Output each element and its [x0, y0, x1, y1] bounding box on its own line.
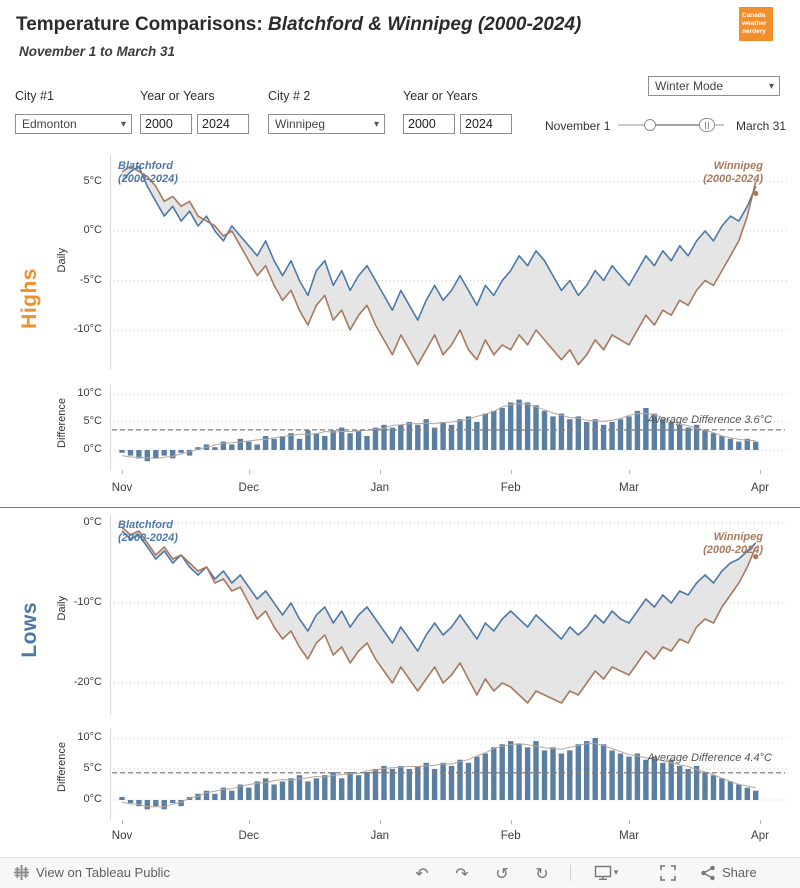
city2-select-value: Winnipeg: [275, 117, 326, 131]
y-tick-label: 0°C: [83, 516, 102, 528]
y-tick-label: 0°C: [83, 793, 102, 805]
y-tick-label: 0°C: [83, 224, 102, 236]
city1-label: City #1: [15, 89, 54, 103]
refresh-icon[interactable]: ↻: [535, 863, 549, 883]
section-label-highs: Highs: [18, 268, 41, 329]
section-label-lows: Lows: [18, 602, 41, 658]
slider-grip: [708, 122, 709, 129]
avg-difference-note-highs: Average Difference 3.6°C: [647, 414, 772, 426]
brand-badge-line: nerdery: [742, 28, 766, 35]
chevron-down-icon: ▾: [768, 80, 774, 92]
section-divider: [0, 507, 800, 508]
series-label-blatchford-lows: Blatchford (2000-2024): [118, 519, 178, 545]
series-years: (2000-2024): [703, 173, 763, 185]
month-label: Apr: [751, 830, 769, 842]
redo-icon[interactable]: ↷: [455, 863, 469, 883]
month-label: Apr: [751, 482, 769, 494]
slider-label-end: March 31: [736, 119, 787, 133]
share-icon[interactable]: [696, 861, 720, 885]
month-label: Feb: [500, 482, 521, 494]
share-button[interactable]: Share: [722, 865, 757, 880]
tableau-logo-icon: [14, 865, 29, 880]
month-label: Mar: [619, 830, 639, 842]
series-name: Winnipeg: [713, 531, 763, 543]
series-name: Blatchford: [118, 160, 173, 172]
slider-grip: [705, 122, 706, 129]
page-title-prefix: Temperature Comparisons:: [16, 14, 268, 35]
month-label: Nov: [111, 482, 133, 494]
city1-select-value: Edmonton: [22, 117, 77, 131]
chevron-down-icon: ▾: [120, 118, 126, 130]
city2-label: City # 2: [268, 89, 311, 103]
axis-label-daily-highs: Daily: [56, 248, 68, 273]
month-label: Nov: [111, 830, 133, 842]
chart-lows-difference[interactable]: [110, 728, 787, 825]
chart-highs-daily[interactable]: [110, 155, 787, 375]
undo-icon[interactable]: ↶: [415, 863, 429, 883]
toolbar-separator: [570, 865, 571, 881]
avg-difference-note-lows: Average Difference 4.4°C: [647, 752, 772, 764]
series-label-blatchford-highs: Blatchford (2000-2024): [118, 160, 178, 186]
month-label: Feb: [500, 830, 521, 842]
tableau-toolbar: View on Tableau Public ↶ ↷ ↺ ↻ ▾ Share: [0, 857, 800, 888]
y-tick-label: -5°C: [79, 273, 102, 286]
view-on-tableau-link[interactable]: View on Tableau Public: [36, 865, 170, 880]
month-label: Mar: [619, 482, 639, 494]
y-tick-label: -10°C: [73, 323, 102, 335]
year-label-2: Year or Years: [403, 89, 478, 103]
brand-badge: Canada weather nerdery: [739, 7, 773, 41]
winter-mode-value: Winter Mode: [655, 79, 724, 93]
city1-year-start-input[interactable]: [140, 114, 192, 134]
winter-mode-select[interactable]: Winter Mode ▾: [648, 76, 780, 96]
series-years: (2000-2024): [118, 173, 178, 185]
fullscreen-icon[interactable]: [656, 861, 680, 885]
axis-label-daily-lows: Daily: [56, 596, 68, 621]
series-years: (2000-2024): [703, 544, 763, 556]
page-title-cities: Blatchford & Winnipeg (2000-2024): [267, 14, 582, 35]
city2-year-start-input[interactable]: [403, 114, 455, 134]
series-label-winnipeg-highs: Winnipeg (2000-2024): [643, 160, 763, 186]
brand-badge-line: weather: [742, 20, 767, 27]
chevron-down-icon: ▾: [613, 868, 619, 878]
month-label: Jan: [370, 482, 389, 494]
month-label: Dec: [238, 830, 259, 842]
slider-label-start: November 1: [545, 119, 611, 133]
series-label-winnipeg-lows: Winnipeg (2000-2024): [643, 531, 763, 557]
chart-lows-daily[interactable]: [110, 515, 787, 720]
reset-icon[interactable]: ↺: [495, 863, 509, 883]
year-label-1: Year or Years: [140, 89, 215, 103]
series-name: Blatchford: [118, 519, 173, 531]
chart-highs-difference[interactable]: [110, 385, 787, 475]
city2-year-end-input[interactable]: [460, 114, 512, 134]
slider-handle-start[interactable]: [644, 119, 656, 131]
series-years: (2000-2024): [118, 532, 178, 544]
axis-label-difference-highs: Difference: [56, 398, 68, 448]
y-tick-label: -20°C: [73, 676, 102, 688]
y-tick-label: 5°C: [83, 174, 102, 187]
page-title: Temperature Comparisons: Blatchford & Wi…: [16, 14, 581, 36]
month-label: Jan: [370, 830, 389, 842]
month-label: Dec: [238, 482, 259, 494]
slider-handle-end[interactable]: [699, 118, 715, 132]
device-preview-button[interactable]: ▾: [586, 861, 626, 885]
chevron-down-icon: ▾: [373, 118, 379, 130]
city1-select[interactable]: Edmonton ▾: [15, 114, 132, 134]
series-name: Winnipeg: [713, 160, 763, 172]
slider-active-range[interactable]: [650, 124, 706, 126]
monitor-icon: [594, 865, 611, 881]
city1-year-end-input[interactable]: [197, 114, 249, 134]
page-subtitle: November 1 to March 31: [19, 44, 176, 59]
city2-select[interactable]: Winnipeg ▾: [268, 114, 385, 134]
axis-label-difference-lows: Difference: [56, 742, 68, 792]
brand-badge-line: Canada: [742, 12, 766, 19]
